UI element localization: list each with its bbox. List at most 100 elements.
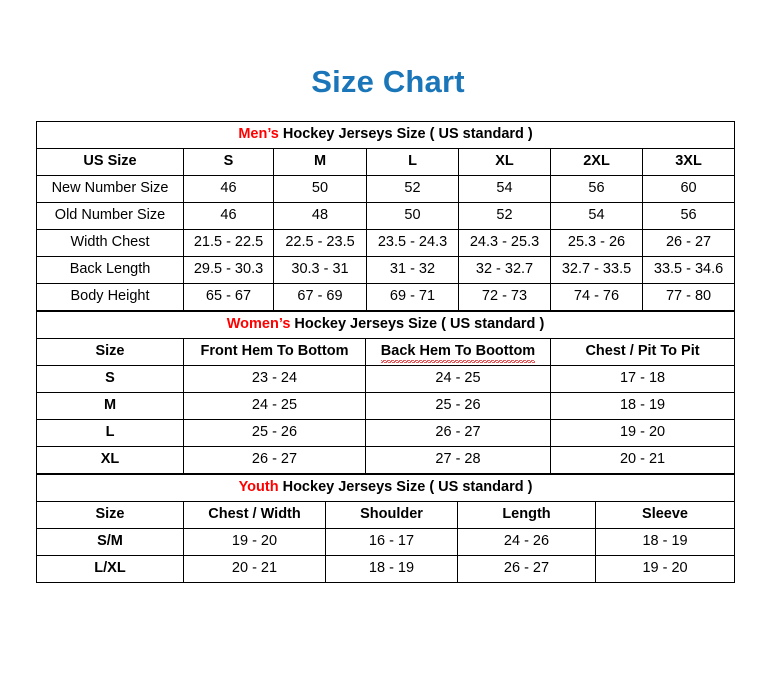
table-row: M 24 - 25 25 - 26 18 - 19 <box>36 392 736 420</box>
womens-row-3-cell-0: 26 - 27 <box>183 446 366 474</box>
womens-col-header-2-text: Back Hem To Boottom <box>380 343 536 363</box>
mens-col-header-4: XL <box>458 148 551 176</box>
womens-row-2-cell-1: 26 - 27 <box>365 419 551 447</box>
mens-row-2-cell-2: 23.5 - 24.3 <box>366 229 459 257</box>
womens-section-band-row: Women’s Hockey Jerseys Size ( US standar… <box>35 311 736 339</box>
youth-header-row: Size Chest / Width Shoulder Length Sleev… <box>36 501 736 529</box>
womens-row-1-label: M <box>36 392 184 420</box>
youth-row-0-cell-0: 19 - 20 <box>183 528 326 556</box>
mens-row-1-cell-0: 46 <box>183 202 274 230</box>
mens-row-4-cell-5: 77 - 80 <box>641 283 736 311</box>
mens-row-2-cell-5: 26 - 27 <box>641 229 736 257</box>
womens-row-1-cell-2: 18 - 19 <box>549 392 736 420</box>
womens-row-1-cell-1: 25 - 26 <box>365 392 551 420</box>
womens-col-header-0: Size <box>36 338 184 366</box>
mens-row-4-cell-4: 74 - 76 <box>550 283 643 311</box>
mens-row-4-label: Body Height <box>36 283 184 311</box>
table-row: Back Length 29.5 - 30.3 30.3 - 31 31 - 3… <box>36 256 736 284</box>
youth-band-rest: Hockey Jerseys Size ( US standard ) <box>278 479 533 496</box>
mens-row-3-cell-1: 30.3 - 31 <box>273 256 367 284</box>
womens-row-3-cell-2: 20 - 21 <box>549 446 736 474</box>
mens-row-4-cell-0: 65 - 67 <box>183 283 274 311</box>
mens-row-0-label: New Number Size <box>36 175 184 203</box>
size-chart-tables: Men’s Hockey Jerseys Size ( US standard … <box>35 121 736 583</box>
mens-row-4-cell-1: 67 - 69 <box>273 283 367 311</box>
mens-row-1-cell-4: 54 <box>550 202 643 230</box>
table-row: Body Height 65 - 67 67 - 69 69 - 71 72 -… <box>36 283 736 311</box>
womens-header-row: Size Front Hem To Bottom Back Hem To Boo… <box>36 338 736 366</box>
mens-row-0-cell-3: 54 <box>458 175 551 203</box>
youth-band-accent: Youth <box>238 479 279 496</box>
mens-row-2-cell-4: 25.3 - 26 <box>550 229 643 257</box>
table-row: L/XL 20 - 21 18 - 19 26 - 27 19 - 20 <box>36 555 736 583</box>
mens-row-0-cell-2: 52 <box>366 175 459 203</box>
womens-row-0-cell-0: 23 - 24 <box>183 365 366 393</box>
womens-row-2-cell-2: 19 - 20 <box>549 419 736 447</box>
womens-row-1-cell-0: 24 - 25 <box>183 392 366 420</box>
mens-row-0-cell-4: 56 <box>550 175 643 203</box>
mens-row-0-cell-5: 60 <box>641 175 736 203</box>
table-row: XL 26 - 27 27 - 28 20 - 21 <box>36 446 736 474</box>
mens-col-header-6: 3XL <box>641 148 736 176</box>
womens-col-header-1: Front Hem To Bottom <box>183 338 366 366</box>
mens-row-4-cell-2: 69 - 71 <box>366 283 459 311</box>
mens-row-0-cell-0: 46 <box>183 175 274 203</box>
mens-row-2-cell-0: 21.5 - 22.5 <box>183 229 274 257</box>
youth-col-header-2: Shoulder <box>325 501 458 529</box>
mens-row-3-cell-3: 32 - 32.7 <box>458 256 551 284</box>
table-row: L 25 - 26 26 - 27 19 - 20 <box>36 419 736 447</box>
mens-row-4-cell-3: 72 - 73 <box>458 283 551 311</box>
womens-col-header-3: Chest / Pit To Pit <box>549 338 736 366</box>
youth-row-0-cell-1: 16 - 17 <box>325 528 458 556</box>
mens-row-1-label: Old Number Size <box>36 202 184 230</box>
mens-row-3-label: Back Length <box>36 256 184 284</box>
youth-size-table: Youth Hockey Jerseys Size ( US standard … <box>35 474 736 583</box>
youth-section-band-row: Youth Hockey Jerseys Size ( US standard … <box>35 474 736 502</box>
youth-col-header-1: Chest / Width <box>183 501 326 529</box>
youth-row-1-cell-2: 26 - 27 <box>457 555 596 583</box>
youth-row-1-cell-0: 20 - 21 <box>183 555 326 583</box>
womens-row-0-cell-2: 17 - 18 <box>549 365 736 393</box>
youth-row-1-cell-3: 19 - 20 <box>594 555 736 583</box>
mens-col-header-1: S <box>183 148 274 176</box>
youth-row-0-label: S/M <box>36 528 184 556</box>
womens-row-0-label: S <box>36 365 184 393</box>
youth-row-1-label: L/XL <box>36 555 184 583</box>
mens-row-0-cell-1: 50 <box>273 175 367 203</box>
table-row: New Number Size 46 50 52 54 56 60 <box>36 175 736 203</box>
mens-col-header-3: L <box>366 148 459 176</box>
womens-band-accent: Women’s <box>226 316 291 333</box>
table-row: Width Chest 21.5 - 22.5 22.5 - 23.5 23.5… <box>36 229 736 257</box>
mens-row-2-label: Width Chest <box>36 229 184 257</box>
mens-row-3-cell-0: 29.5 - 30.3 <box>183 256 274 284</box>
mens-row-3-cell-5: 33.5 - 34.6 <box>641 256 736 284</box>
mens-row-1-cell-1: 48 <box>273 202 367 230</box>
table-row: S 23 - 24 24 - 25 17 - 18 <box>36 365 736 393</box>
youth-section-band: Youth Hockey Jerseys Size ( US standard … <box>35 474 736 502</box>
mens-size-table: Men’s Hockey Jerseys Size ( US standard … <box>35 121 736 311</box>
mens-row-2-cell-1: 22.5 - 23.5 <box>273 229 367 257</box>
womens-section-band: Women’s Hockey Jerseys Size ( US standar… <box>35 311 736 339</box>
youth-row-1-cell-1: 18 - 19 <box>325 555 458 583</box>
mens-section-band: Men’s Hockey Jerseys Size ( US standard … <box>35 121 736 149</box>
youth-col-header-3: Length <box>457 501 596 529</box>
mens-row-1-cell-5: 56 <box>641 202 736 230</box>
mens-row-1-cell-2: 50 <box>366 202 459 230</box>
mens-section-band-row: Men’s Hockey Jerseys Size ( US standard … <box>35 121 736 149</box>
womens-row-2-label: L <box>36 419 184 447</box>
womens-band-rest: Hockey Jerseys Size ( US standard ) <box>290 316 545 333</box>
mens-row-3-cell-2: 31 - 32 <box>366 256 459 284</box>
mens-row-1-cell-3: 52 <box>458 202 551 230</box>
mens-header-row: US Size S M L XL 2XL 3XL <box>36 148 736 176</box>
mens-band-rest: Hockey Jerseys Size ( US standard ) <box>278 126 533 143</box>
womens-row-3-cell-1: 27 - 28 <box>365 446 551 474</box>
youth-col-header-4: Sleeve <box>594 501 736 529</box>
mens-col-header-2: M <box>273 148 367 176</box>
womens-row-0-cell-1: 24 - 25 <box>365 365 551 393</box>
mens-col-header-5: 2XL <box>550 148 643 176</box>
womens-row-3-label: XL <box>36 446 184 474</box>
table-row: S/M 19 - 20 16 - 17 24 - 26 18 - 19 <box>36 528 736 556</box>
mens-col-header-0: US Size <box>36 148 184 176</box>
mens-row-3-cell-4: 32.7 - 33.5 <box>550 256 643 284</box>
